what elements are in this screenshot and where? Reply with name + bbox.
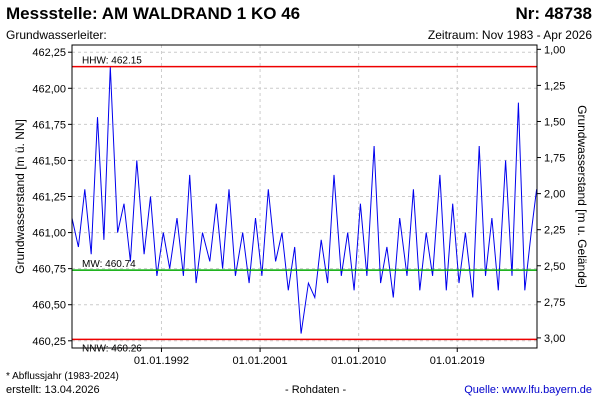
y-axis-label: Grundwasserstand [m ü. NN] bbox=[13, 119, 27, 274]
created-date: erstellt: 13.04.2026 bbox=[6, 384, 100, 396]
chart-title: Messstelle: AM WALDRAND 1 KO 46 bbox=[6, 4, 301, 23]
x-tick-label: 01.01.2019 bbox=[430, 355, 485, 367]
plot-frame bbox=[71, 44, 538, 349]
y-tick-label: 461,00 bbox=[32, 228, 66, 240]
source-link[interactable]: Quelle: www.lfu.bayern.de bbox=[464, 384, 592, 396]
hhw-label: HHW: 462.15 bbox=[82, 56, 142, 67]
y2-tick-label: 2,00 bbox=[544, 189, 565, 201]
plot-area bbox=[72, 45, 537, 348]
x-tick-label: 01.01.2010 bbox=[331, 355, 386, 367]
y-tick-label: 460,25 bbox=[32, 336, 66, 348]
y-tick-label: 462,25 bbox=[32, 47, 66, 59]
y2-tick-label: 2,25 bbox=[544, 225, 565, 237]
y2-tick-label: 1,75 bbox=[544, 153, 565, 165]
y-tick-label: 461,50 bbox=[32, 155, 66, 167]
y2-axis-label: Grundwasserstand [m u. Gelände] bbox=[575, 105, 589, 288]
y2-tick-label: 2,50 bbox=[544, 261, 565, 273]
mw-label: MW: 460.74 bbox=[82, 259, 136, 270]
x-tick-label: 01.01.1992 bbox=[134, 355, 189, 367]
y2-tick-label: 2,75 bbox=[544, 297, 565, 309]
aquifer-label: Grundwasserleiter: bbox=[6, 28, 107, 42]
series-line-0 bbox=[71, 66, 538, 334]
station-number: Nr: 48738 bbox=[515, 4, 592, 23]
y2-tick-label: 1,25 bbox=[544, 80, 565, 92]
y-tick-label: 462,00 bbox=[32, 83, 66, 95]
footnote: * Abflussjahr (1983-2024) bbox=[6, 371, 119, 382]
y-tick-label: 461,25 bbox=[32, 192, 66, 204]
y2-tick-label: 1,00 bbox=[544, 44, 565, 56]
y2-tick-label: 3,00 bbox=[544, 333, 565, 345]
y2-tick-label: 1,50 bbox=[544, 116, 565, 128]
y-tick-label: 460,50 bbox=[32, 300, 66, 312]
period-label: Zeitraum: Nov 1983 - Apr 2026 bbox=[427, 28, 592, 42]
y-tick-label: 460,75 bbox=[32, 264, 66, 276]
y-tick-label: 461,75 bbox=[32, 119, 66, 131]
raw-data-label: - Rohdaten - bbox=[285, 384, 347, 396]
x-tick-label: 01.01.2001 bbox=[233, 355, 288, 367]
nnw-label: NNW: 460.26 bbox=[82, 343, 142, 354]
